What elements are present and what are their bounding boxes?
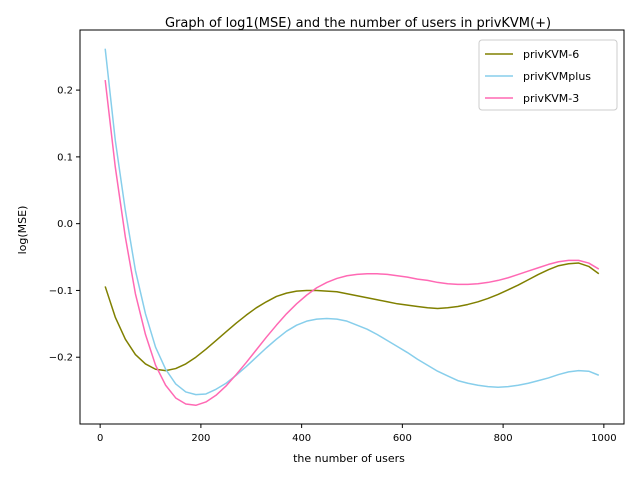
x-tick-label: 600 (393, 433, 412, 444)
legend: privKVM-6 privKVMplus privKVM-3 (478, 39, 618, 111)
x-axis-ticks: 0 200 400 600 800 1000 (97, 424, 617, 444)
y-tick-label: 0.2 (57, 86, 73, 97)
x-tick-label: 0 (97, 433, 103, 444)
y-tick-label: −0.1 (49, 286, 73, 297)
series-line-2 (104, 48, 600, 396)
x-axis-label: the number of users (293, 452, 405, 465)
chart-title: Graph of log1(MSE) and the number of use… (165, 16, 551, 31)
series-line-3 (104, 79, 600, 407)
plot-lines (104, 48, 600, 407)
y-axis-ticks: −0.2 −0.1 0.0 0.1 0.2 (49, 86, 80, 364)
y-tick-label: −0.2 (49, 353, 73, 364)
x-tick-label: 400 (292, 433, 311, 444)
legend-box (478, 39, 618, 111)
legend-label-2: privKVMplus (523, 70, 591, 83)
x-tick-label: 1000 (591, 433, 616, 444)
plot-area-frame (79, 29, 625, 425)
legend-label-3: privKVM-3 (523, 92, 579, 105)
series-line-1 (104, 262, 600, 372)
y-tick-label: 0.1 (57, 152, 73, 163)
x-tick-label: 200 (191, 433, 210, 444)
y-axis-label: log(MSE) (16, 206, 29, 255)
y-tick-label: 0.0 (57, 219, 73, 230)
legend-label-1: privKVM-6 (523, 48, 579, 61)
x-tick-label: 800 (494, 433, 513, 444)
